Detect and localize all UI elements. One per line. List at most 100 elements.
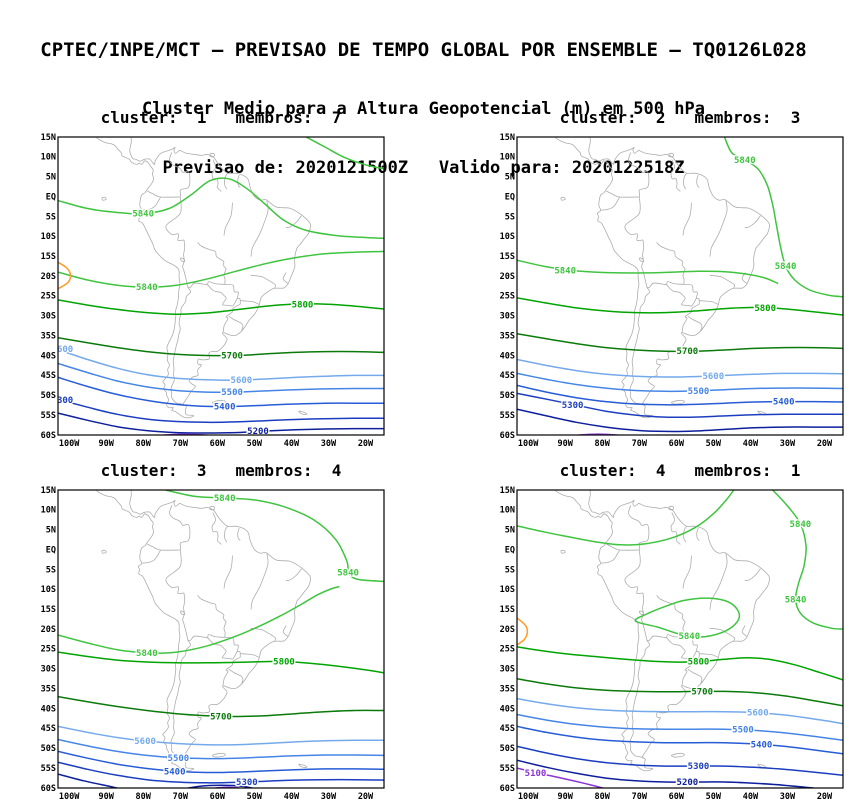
island-outline <box>560 196 566 201</box>
figure-header: CPTEC/INPE/MCT — PREVISAO DE TEMPO GLOBA… <box>0 2 847 217</box>
country-border <box>187 635 208 642</box>
lon-tick-label: 70W <box>632 792 648 802</box>
contour-label: 5300 <box>562 401 584 411</box>
contour-5100 <box>517 767 606 788</box>
lon-tick-label: 50W <box>706 792 722 802</box>
lon-tick-label: 100W <box>59 792 80 802</box>
country-border <box>142 549 161 564</box>
panel-cluster-2: cluster: 2 membros: 3 5840 5840 5840 5800 57… <box>475 108 847 453</box>
island-outline <box>212 752 226 758</box>
lon-tick-label: 70W <box>632 439 648 449</box>
country-border <box>207 281 225 285</box>
lon-tick-label: 40W <box>284 792 300 802</box>
coastline <box>96 137 311 419</box>
country-border <box>250 200 269 257</box>
lat-tick-label: 20S <box>41 625 56 635</box>
contour-labels: 5840 5840 5800 5700 5600 5600 5500 5400 5300 5200 <box>58 208 315 435</box>
contour-label: 5800 <box>754 304 776 314</box>
lon-tick-label: 50W <box>247 792 263 802</box>
country-border <box>223 555 233 589</box>
lat-tick-label: 10N <box>500 153 515 163</box>
contour-label: 5300 <box>236 778 258 788</box>
contour-5880 <box>517 617 529 646</box>
island-outline <box>638 257 645 262</box>
country-border <box>601 549 620 564</box>
contour-label: 5600 <box>231 376 253 386</box>
country-border <box>682 202 692 236</box>
header-line-1: CPTEC/INPE/MCT — PREVISAO DE TEMPO GLOBA… <box>40 39 807 61</box>
lon-tick-label: 30W <box>321 792 337 802</box>
lat-tick-label: 45S <box>500 371 515 381</box>
lon-tick-label: 90W <box>99 792 115 802</box>
contour-5100 <box>573 433 624 435</box>
lat-tick-label: 30S <box>500 312 515 322</box>
contour-label: 5700 <box>221 352 243 362</box>
header-line-2: Cluster Medio para a Altura Geopotencial… <box>142 99 705 119</box>
country-border <box>197 242 227 270</box>
lat-tick-label: 60S <box>500 431 515 441</box>
map-border <box>516 489 844 789</box>
lat-tick-label: 60S <box>41 784 56 794</box>
contour-lines <box>58 137 384 435</box>
contour-labels: 5840 5840 5840 5800 5700 5600 5500 5400 5300 <box>553 155 798 412</box>
country-border <box>147 190 181 198</box>
lon-tick-label: 40W <box>743 439 759 449</box>
contour-5300 <box>517 745 843 777</box>
contour-5200 <box>58 773 120 788</box>
lat-tick-label: 15N <box>500 486 515 496</box>
island-outline <box>671 752 685 758</box>
lat-tick-label: 15S <box>500 252 515 262</box>
country-border <box>646 282 667 289</box>
contour-5600 <box>58 348 384 381</box>
contour-5700 <box>58 695 384 718</box>
country-border <box>207 634 225 638</box>
contour-label: 5200 <box>677 778 699 788</box>
contour-5840 <box>305 137 384 170</box>
contour-label: 5840 <box>136 649 158 659</box>
lat-tick-label: 10S <box>500 232 515 242</box>
country-border <box>207 637 238 660</box>
contour-lines <box>517 137 843 435</box>
lat-tick-label: 35S <box>41 685 56 695</box>
country-border <box>240 300 260 306</box>
contour-label: 5400 <box>751 740 773 750</box>
contour-5100 <box>211 786 244 788</box>
lon-tick-label: 80W <box>136 439 152 449</box>
country-border <box>228 668 244 684</box>
contour-5600 <box>517 697 843 725</box>
island-outline <box>671 399 685 405</box>
lat-tick-label: 40S <box>41 704 56 714</box>
contour-5200 <box>517 408 843 433</box>
lat-tick-label: 5S <box>46 212 56 222</box>
lon-tick-label: 80W <box>136 792 152 802</box>
country-border <box>687 315 703 331</box>
contour-label: 5840 <box>214 494 236 504</box>
contour-5500 <box>58 738 384 760</box>
map-border <box>57 489 385 789</box>
country-border <box>628 152 650 198</box>
country-border <box>224 525 229 543</box>
lon-tick-label: 60W <box>210 439 226 449</box>
lat-tick-label: 10S <box>41 585 56 595</box>
lat-tick-label: 50S <box>41 391 56 401</box>
lat-tick-label: 15N <box>41 133 56 143</box>
map-panel-4: 5840 5840 5840 5800 5700 5600 5500 5400 5300 5200… <box>500 486 844 802</box>
country-border <box>182 592 186 620</box>
country-border <box>250 553 269 610</box>
country-border <box>169 152 191 198</box>
map-area: 5840 5840 5840 5800 5700 5600 5500 5400 5300 <box>517 137 843 435</box>
country-border <box>670 512 681 545</box>
island-outline <box>209 152 215 158</box>
contour-labels: 5840 5840 5840 5800 5700 5600 5500 5400 5300 <box>133 493 360 788</box>
map-area: 5840 5840 5840 5800 5700 5600 5500 5400 5300 5200… <box>517 490 843 788</box>
country-border <box>211 159 222 192</box>
contour-5840 <box>517 490 735 546</box>
country-border <box>744 568 761 581</box>
island-outline <box>209 505 215 511</box>
contour-label: 5400 <box>214 402 236 412</box>
contour-label: 5840 <box>734 156 756 166</box>
country-border <box>197 595 227 623</box>
contour-label: 5500 <box>732 726 754 736</box>
country-border <box>224 636 241 658</box>
lat-tick-label: 55S <box>41 764 56 774</box>
